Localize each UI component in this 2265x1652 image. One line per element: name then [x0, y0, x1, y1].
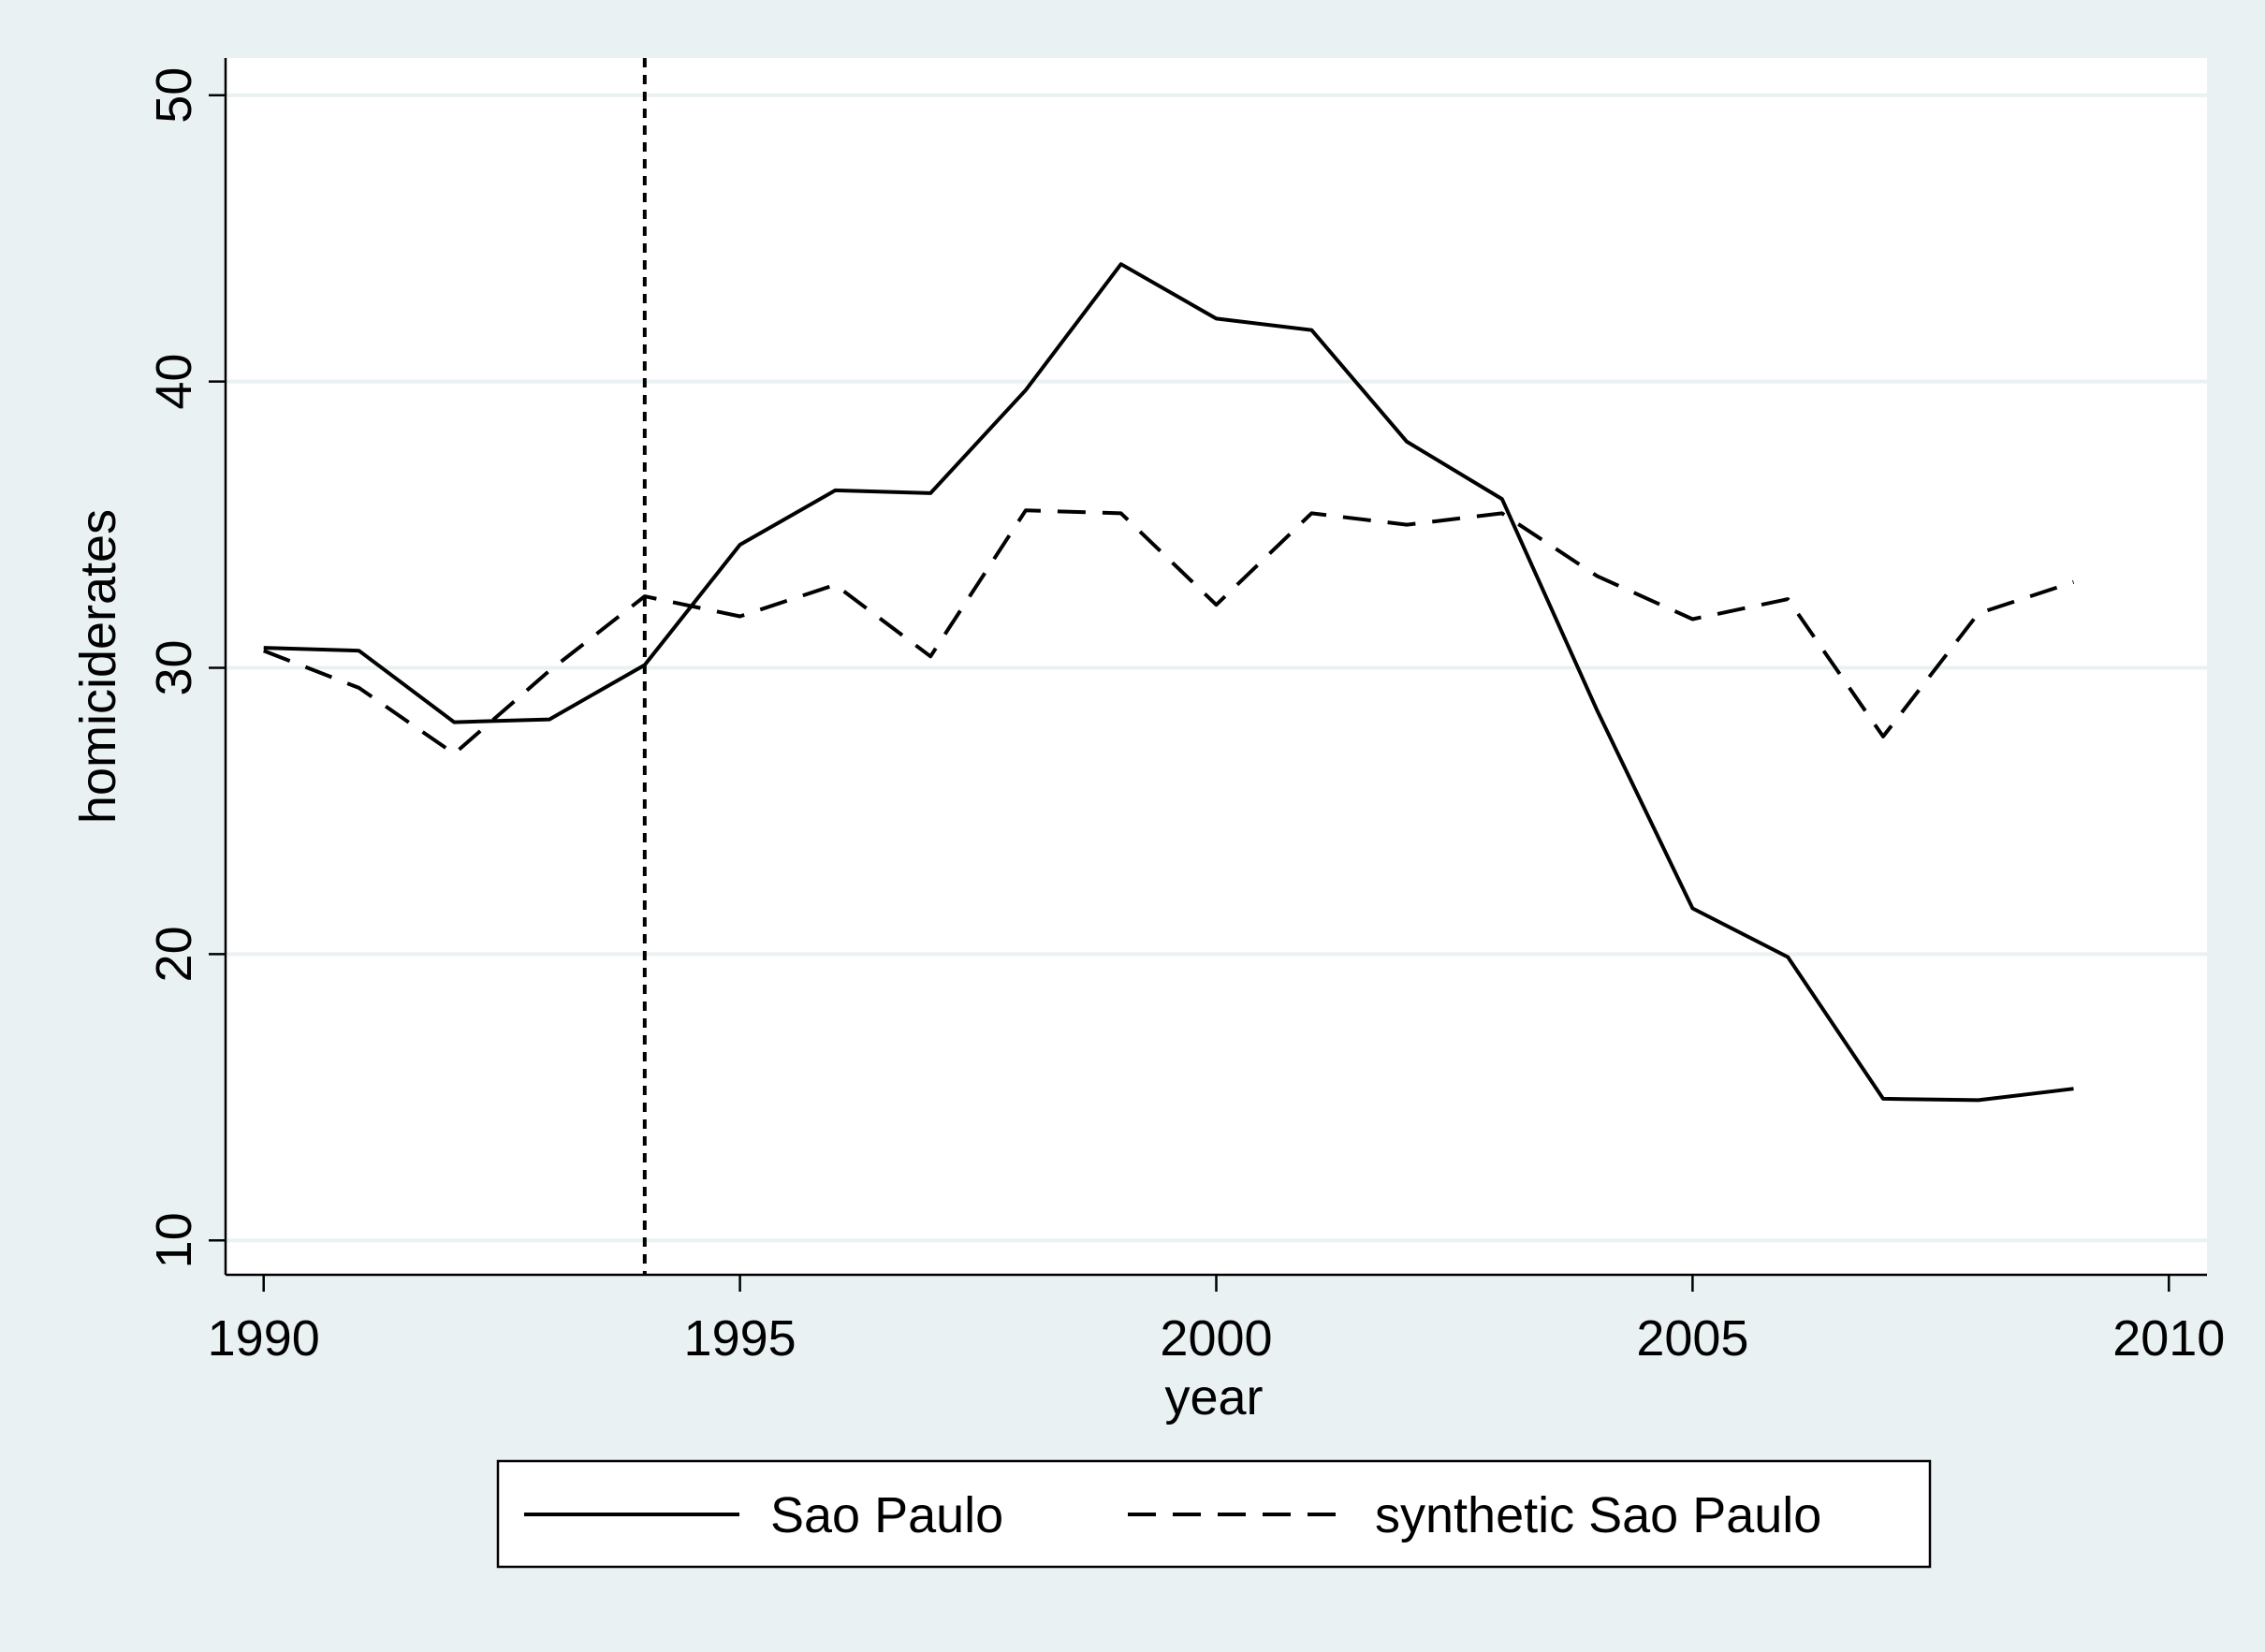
y-axis-label: homiciderates [70, 509, 126, 824]
series-group [262, 262, 2075, 1103]
series-line-sao-paulo [263, 262, 2074, 1103]
y-tick-label-50: 50 [146, 67, 202, 124]
series-line-synthetic-sao-paulo [262, 508, 2075, 756]
legend-label-synthetic-sao-paulo: synthetic Sao Paulo [1375, 1487, 1821, 1543]
y-tick-label-40: 40 [146, 354, 202, 410]
legend-label-sao-paulo: Sao Paulo [770, 1487, 1003, 1543]
y-ticks: 10 20 30 40 50 [146, 67, 226, 1268]
y-tick-label-10: 10 [146, 1212, 202, 1268]
x-tick-label-1990: 1990 [208, 1310, 320, 1367]
x-tick-label-2000: 2000 [1160, 1310, 1272, 1367]
x-ticks: 1990 1995 2000 2005 2010 [208, 1275, 2225, 1367]
legend: Sao Paulo synthetic Sao Paulo [496, 1459, 1932, 1569]
gridlines [226, 93, 2207, 1243]
y-tick-label-30: 30 [146, 639, 202, 695]
y-tick-label-20: 20 [146, 926, 202, 982]
x-tick-label-2005: 2005 [1636, 1310, 1748, 1367]
x-tick-label-2010: 2010 [2112, 1310, 2225, 1367]
x-tick-label-1995: 1995 [684, 1310, 796, 1367]
x-axis-label: year [1164, 1369, 1263, 1425]
